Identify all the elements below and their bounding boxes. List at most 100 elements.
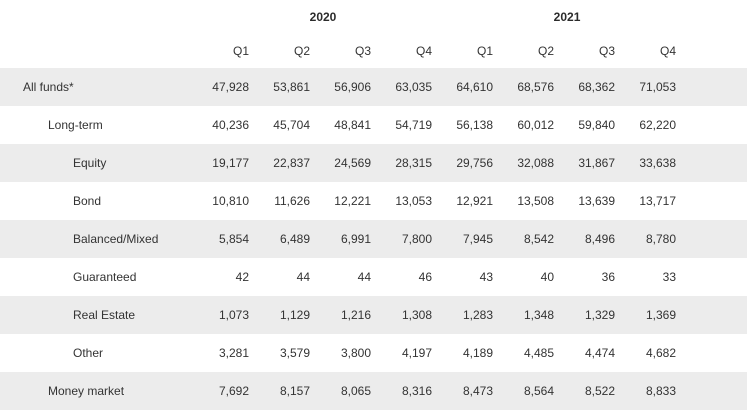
table-cell-value: 44 xyxy=(296,270,310,284)
row-label: All funds* xyxy=(0,68,191,106)
table-cell-value: 64,610 xyxy=(435,68,497,106)
table-cell-value: 4,485 xyxy=(523,346,555,360)
table-cell-value: 43 xyxy=(479,270,494,284)
table-cell-value: 33,638 xyxy=(618,144,680,182)
quarter-header-row: Q1 Q2 Q3 Q4 Q1 Q2 Q3 Q4 xyxy=(0,34,747,68)
row-pad xyxy=(679,144,747,182)
table-cell-value: 44 xyxy=(357,270,371,284)
table-cell-value: 1,329 xyxy=(557,296,619,334)
quarter-header: Q4 xyxy=(660,44,677,58)
table-cell-value: 7,692 xyxy=(191,372,252,410)
row-pad xyxy=(679,258,747,296)
table-cell-value: 13,508 xyxy=(517,194,555,208)
table-cell-value: 13,639 xyxy=(578,194,616,208)
row-label: Balanced/Mixed xyxy=(0,220,191,258)
table-cell-value: 8,473 xyxy=(435,372,497,410)
quarter-header: Q2 xyxy=(293,44,310,58)
table-cell-value: 8,157 xyxy=(252,372,313,410)
table-cell-value: 56,906 xyxy=(313,68,374,106)
table-cell-value: 3,800 xyxy=(340,346,371,360)
row-pad xyxy=(679,106,747,144)
table-cell-value: 47,928 xyxy=(191,68,252,106)
table-cell-value: 12,221 xyxy=(334,194,371,208)
quarter-header: Q3 xyxy=(599,44,616,58)
table-cell-value: 1,073 xyxy=(191,296,252,334)
table-cell-value: 11,626 xyxy=(274,194,310,208)
table-cell-value: 40 xyxy=(540,270,555,284)
table-cell-value: 60,012 xyxy=(517,118,555,132)
table-cell-value: 13,053 xyxy=(395,194,433,208)
quarter-header: Q3 xyxy=(354,44,371,58)
row-label: Guaranteed xyxy=(73,270,137,284)
table-cell-value: 6,991 xyxy=(313,220,374,258)
table-cell-value: 71,053 xyxy=(618,68,680,106)
row-label: Bond xyxy=(73,194,102,208)
table-cell-value: 19,177 xyxy=(191,144,252,182)
table-cell-value: 22,837 xyxy=(252,144,313,182)
table-cell-value: 40,236 xyxy=(212,118,249,132)
table-cell-value: 42 xyxy=(235,270,249,284)
header-corner xyxy=(0,0,191,34)
table-cell-value: 28,315 xyxy=(374,144,436,182)
row-pad xyxy=(679,296,747,334)
table-cell-value: 12,921 xyxy=(456,194,494,208)
table-cell-value: 59,840 xyxy=(578,118,616,132)
table-cell-value: 4,682 xyxy=(646,346,677,360)
table-cell-value: 1,216 xyxy=(313,296,374,334)
table-row: Bond 10,810 11,626 12,221 13,053 12,921 13,508… xyxy=(0,182,747,220)
table-cell-value: 24,569 xyxy=(313,144,374,182)
table-row: All funds* 47,928 53,861 56,906 63,035 64,610… xyxy=(0,68,747,106)
table-cell-value: 31,867 xyxy=(557,144,619,182)
table-cell-value: 4,197 xyxy=(401,346,433,360)
row-pad xyxy=(679,220,747,258)
table-cell-value: 3,579 xyxy=(279,346,310,360)
table-cell-value: 4,474 xyxy=(584,346,616,360)
quarter-header: Q4 xyxy=(416,44,433,58)
table-row: Money market 7,692 8,157 8,065 8,316 8,473 8,5… xyxy=(0,372,747,410)
table-cell-value: 29,756 xyxy=(435,144,497,182)
table-cell-value: 5,854 xyxy=(191,220,252,258)
table-cell-value: 7,800 xyxy=(374,220,436,258)
table-row: Guaranteed 42 44 44 46 43 40 36 33 xyxy=(0,258,747,296)
row-label: Long-term xyxy=(48,118,103,132)
quarter-header: Q1 xyxy=(232,44,249,58)
table-cell-value: 33 xyxy=(662,270,677,284)
row-pad xyxy=(679,68,747,106)
table-cell-value: 7,945 xyxy=(435,220,497,258)
table-cell-value: 8,564 xyxy=(496,372,558,410)
table-row: Real Estate 1,073 1,129 1,216 1,308 1,283 1,34… xyxy=(0,296,747,334)
row-label: Real Estate xyxy=(0,296,191,334)
table-cell-value: 45,704 xyxy=(273,118,310,132)
table-cell-value: 48,841 xyxy=(334,118,371,132)
table-body: All funds* 47,928 53,861 56,906 63,035 64,610… xyxy=(0,68,747,410)
row-pad xyxy=(679,182,747,220)
table-cell-value: 8,542 xyxy=(496,220,558,258)
quarter-header: Q1 xyxy=(477,44,494,58)
year-header-2021: 2021 xyxy=(553,10,581,24)
table-cell-value: 68,576 xyxy=(496,68,558,106)
table-cell-value: 10,810 xyxy=(212,194,249,208)
table-row: Equity 19,177 22,837 24,569 28,315 29,756 32,0… xyxy=(0,144,747,182)
table-row: Long-term 40,236 45,704 48,841 54,719 56,138 6… xyxy=(0,106,747,144)
year-header-row: 2020 2021 xyxy=(0,0,747,34)
table-cell-value: 1,308 xyxy=(374,296,436,334)
year-header-2020: 2020 xyxy=(309,10,337,24)
table-cell-value: 54,719 xyxy=(395,118,433,132)
header-pad xyxy=(679,0,747,34)
table-cell-value: 1,348 xyxy=(496,296,558,334)
table-cell-value: 8,065 xyxy=(313,372,374,410)
table-cell-value: 8,780 xyxy=(618,220,680,258)
table-cell-value: 63,035 xyxy=(374,68,436,106)
quarter-header: Q2 xyxy=(538,44,555,58)
table-cell-value: 4,189 xyxy=(462,346,494,360)
table-cell-value: 53,861 xyxy=(252,68,313,106)
table-cell-value: 8,316 xyxy=(374,372,436,410)
row-pad xyxy=(679,372,747,410)
table-cell-value: 68,362 xyxy=(557,68,619,106)
table-cell-value: 1,283 xyxy=(435,296,497,334)
table-cell-value: 6,489 xyxy=(252,220,313,258)
table-cell-value: 1,129 xyxy=(252,296,313,334)
row-label: Equity xyxy=(0,144,191,182)
